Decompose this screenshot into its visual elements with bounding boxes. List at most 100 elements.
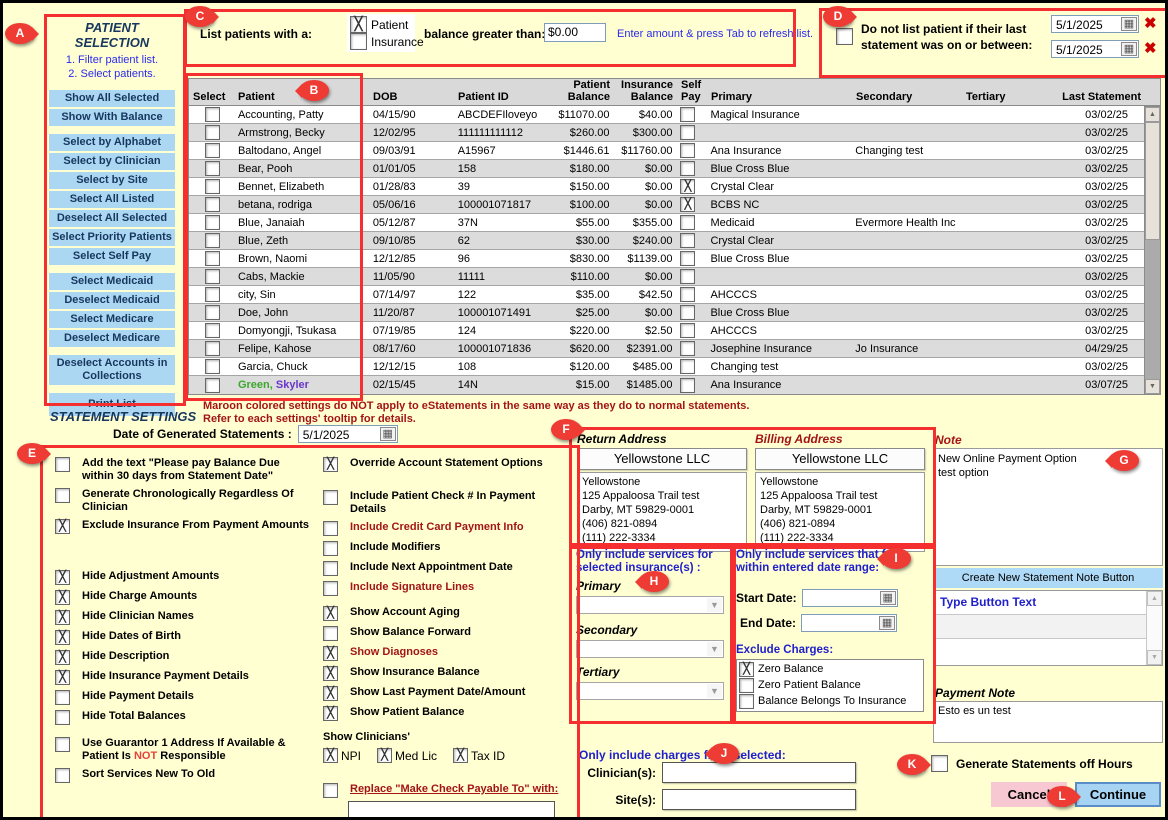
- table-row[interactable]: Domyongji, Tsukasa 07/19/85 124 $220.00 $2.5…: [189, 322, 1144, 340]
- checkbox[interactable]: ╳: [55, 670, 70, 685]
- sidebar-button[interactable]: Show All Selected: [49, 90, 175, 107]
- checkbox[interactable]: [350, 33, 367, 50]
- sidebar-button[interactable]: Select Medicare: [49, 311, 175, 328]
- checkbox[interactable]: [323, 581, 338, 596]
- setting-option[interactable]: ╳ Hide Dates of Birth: [55, 630, 313, 645]
- balance-amount-input[interactable]: $0.00: [544, 23, 606, 42]
- payment-note-textarea[interactable]: Esto es un test: [933, 701, 1163, 743]
- clinician-id-option[interactable]: ╳ NPI: [323, 748, 361, 763]
- checkbox[interactable]: [204, 269, 220, 284]
- checkbox[interactable]: [204, 233, 220, 248]
- table-row[interactable]: city, Sin 07/14/97 122 $35.00 $42.50 AHCCCS 03…: [189, 286, 1144, 304]
- sidebar-button[interactable]: Select Medicaid: [49, 273, 175, 290]
- scroll-up-icon[interactable]: ▲: [1147, 591, 1162, 606]
- calendar-icon[interactable]: ▦: [1121, 42, 1137, 56]
- scroll-up-icon[interactable]: ▲: [1145, 107, 1160, 122]
- sidebar-button[interactable]: Deselect Accounts in Collections: [49, 355, 175, 385]
- setting-option[interactable]: Hide Total Balances: [55, 710, 313, 725]
- checkbox[interactable]: [323, 490, 338, 505]
- sidebar-button[interactable]: Deselect Medicare: [49, 330, 175, 347]
- table-row[interactable]: Felipe, Kahose 08/17/60 100001071836 $620.0…: [189, 340, 1144, 358]
- table-row[interactable]: Doe, John 11/20/87 100001071491 $25.00 $0.00…: [189, 304, 1144, 322]
- sidebar-button[interactable]: Show With Balance: [49, 109, 175, 126]
- setting-option[interactable]: ╳ Hide Description: [55, 650, 313, 665]
- create-note-button[interactable]: Create New Statement Note Button: [933, 568, 1163, 588]
- checkbox[interactable]: [204, 359, 220, 374]
- generated-date-field[interactable]: 5/1/2025 ▦: [297, 425, 398, 443]
- setting-option[interactable]: ╳ Hide Insurance Payment Details: [55, 670, 313, 685]
- checkbox[interactable]: ╳: [323, 686, 338, 701]
- checkbox[interactable]: [204, 323, 220, 338]
- checkbox[interactable]: [323, 561, 338, 576]
- table-row[interactable]: Bear, Pooh 01/01/05 158 $180.00 $0.00 Blue Cr…: [189, 160, 1144, 178]
- checkbox[interactable]: [680, 161, 696, 176]
- setting-option[interactable]: ╳ Hide Adjustment Amounts: [55, 570, 313, 585]
- table-row[interactable]: Accounting, Patty 04/15/90 ABCDEFIloveyo $1…: [189, 106, 1144, 124]
- checkbox[interactable]: [680, 287, 696, 302]
- checkbox[interactable]: [204, 341, 220, 356]
- sidebar-button[interactable]: Select Priority Patients: [49, 229, 175, 246]
- checkbox[interactable]: ╳: [55, 650, 70, 665]
- replace-payable-input[interactable]: [348, 801, 555, 817]
- checkbox[interactable]: [204, 305, 220, 320]
- setting-option[interactable]: ╳ Show Insurance Balance: [323, 666, 569, 681]
- checkbox[interactable]: ╳: [323, 748, 338, 763]
- note-button-list[interactable]: Type Button Text ▲ ▼: [933, 590, 1163, 666]
- setting-option[interactable]: Include Modifiers: [323, 541, 569, 556]
- last-statement-date-to-field[interactable]: 5/1/2025 ▦: [1051, 40, 1139, 58]
- checkbox[interactable]: ╳: [680, 197, 696, 212]
- setting-option[interactable]: ╳ Show Patient Balance: [323, 706, 569, 721]
- exclude-charge-option[interactable]: Zero Patient Balance: [739, 677, 921, 693]
- last-statement-date-from-field[interactable]: 5/1/2025 ▦: [1051, 15, 1139, 33]
- setting-option[interactable]: Hide Payment Details: [55, 690, 313, 705]
- exclude-charge-option[interactable]: ╳ Zero Balance: [739, 661, 921, 677]
- tertiary-insurance-dropdown[interactable]: ▼: [576, 682, 724, 700]
- setting-option[interactable]: Include Signature Lines: [323, 581, 569, 596]
- off-hours-checkbox[interactable]: [931, 755, 948, 772]
- checkbox[interactable]: [680, 125, 696, 140]
- scroll-down-icon[interactable]: ▼: [1147, 650, 1162, 665]
- calendar-icon[interactable]: ▦: [379, 427, 396, 441]
- setting-option[interactable]: ╳ Hide Clinician Names: [55, 610, 313, 625]
- checkbox[interactable]: [680, 215, 696, 230]
- checkbox[interactable]: ╳: [323, 457, 338, 472]
- billing-company-selector[interactable]: Yellowstone LLC: [755, 448, 925, 470]
- checkbox[interactable]: [680, 143, 696, 158]
- checkbox[interactable]: [204, 287, 220, 302]
- sidebar-button[interactable]: Deselect Medicaid: [49, 292, 175, 309]
- setting-option[interactable]: Add the text "Please pay Balance Due wit…: [55, 457, 313, 483]
- clinician-id-option[interactable]: ╳ Med Lic: [377, 748, 437, 763]
- clear-date-to-icon[interactable]: ✖: [1144, 40, 1157, 57]
- checkbox[interactable]: [55, 768, 70, 783]
- site-input[interactable]: [662, 789, 856, 810]
- checkbox[interactable]: [680, 107, 696, 122]
- calendar-icon[interactable]: ▦: [1121, 17, 1137, 31]
- checkbox[interactable]: [323, 626, 338, 641]
- note-list-item[interactable]: [934, 615, 1162, 639]
- balance-type-option[interactable]: ╳ Patient: [350, 16, 412, 33]
- setting-option[interactable]: ╳ Show Diagnoses: [323, 646, 569, 661]
- setting-option[interactable]: Show Balance Forward: [323, 626, 569, 641]
- checkbox[interactable]: ╳: [323, 706, 338, 721]
- checkbox[interactable]: [204, 251, 220, 266]
- scrollbar-thumb[interactable]: [1145, 122, 1160, 240]
- note-list-scrollbar[interactable]: ▲ ▼: [1146, 591, 1162, 665]
- sidebar-button[interactable]: Select by Site: [49, 172, 175, 189]
- setting-option[interactable]: Use Guarantor 1 Address If Available & P…: [55, 737, 313, 763]
- checkbox[interactable]: [680, 251, 696, 266]
- replace-payable-checkbox[interactable]: [323, 783, 338, 798]
- checkbox[interactable]: [204, 179, 220, 194]
- checkbox[interactable]: ╳: [323, 606, 338, 621]
- checkbox[interactable]: [55, 488, 70, 503]
- exclude-charge-option[interactable]: Balance Belongs To Insurance: [739, 693, 921, 709]
- table-row[interactable]: Blue, Zeth 09/10/85 62 $30.00 $240.00 Crystal…: [189, 232, 1144, 250]
- checkbox[interactable]: ╳: [377, 748, 393, 763]
- calendar-icon[interactable]: ▦: [879, 616, 896, 630]
- checkbox[interactable]: [55, 737, 70, 752]
- chevron-down-icon[interactable]: ▼: [707, 598, 722, 612]
- table-row[interactable]: Brown, Naomi 12/12/85 96 $830.00 $1139.00 Blu…: [189, 250, 1144, 268]
- setting-option[interactable]: Generate Chronologically Regardless Of C…: [55, 488, 313, 514]
- checkbox[interactable]: [323, 541, 338, 556]
- table-row[interactable]: Baltodano, Angel 09/03/91 A15967 $1446.61 $1…: [189, 142, 1144, 160]
- chevron-down-icon[interactable]: ▼: [707, 684, 722, 698]
